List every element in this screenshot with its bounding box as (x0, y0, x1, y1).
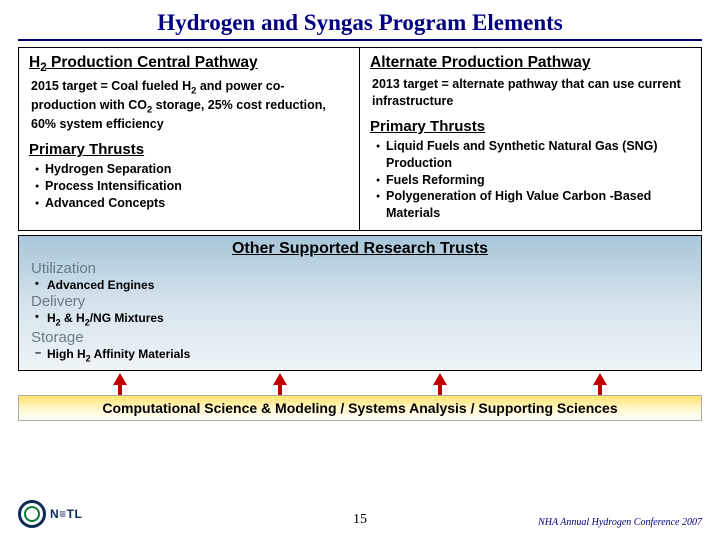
left-target: 2015 target = Coal fueled H2 and power c… (29, 78, 349, 133)
list-item: Fuels Reforming (376, 172, 691, 189)
title-underline (18, 39, 702, 41)
up-arrow-icon (433, 373, 447, 385)
list-item: Liquid Fuels and Synthetic Natural Gas (… (376, 138, 691, 172)
arrows-row (40, 371, 680, 395)
page-number: 15 (353, 512, 367, 528)
other-categories: UtilizationAdvanced EnginesDeliveryH2 & … (31, 260, 689, 363)
up-arrow-icon (593, 373, 607, 385)
list-item: Hydrogen Separation (35, 161, 349, 178)
right-column: Alternate Production Pathway 2013 target… (360, 48, 701, 230)
up-arrow-icon (273, 373, 287, 385)
category-heading: Storage (31, 329, 689, 346)
category-item: H2 & H2/NG Mixtures (31, 311, 689, 327)
computational-band: Computational Science & Modeling / Syste… (18, 395, 702, 421)
logo-text: N≡TL (50, 507, 82, 521)
list-item: Process Intensification (35, 178, 349, 195)
left-thrusts-heading: Primary Thrusts (29, 141, 349, 158)
footer-right: NHA Annual Hydrogen Conference 2007 (538, 517, 702, 528)
list-item: Advanced Concepts (35, 195, 349, 212)
up-arrow-icon (113, 373, 127, 385)
slide-title: Hydrogen and Syngas Program Elements (0, 0, 720, 39)
category-heading: Utilization (31, 260, 689, 277)
list-item: Polygeneration of High Value Carbon -Bas… (376, 188, 691, 222)
category-item: Advanced Engines (31, 278, 689, 292)
right-target: 2013 target = alternate pathway that can… (370, 76, 691, 110)
right-heading: Alternate Production Pathway (370, 54, 691, 72)
left-column: H2 Production Central Pathway 2015 targe… (19, 48, 360, 230)
footer: N≡TL 15 NHA Annual Hydrogen Conference 2… (0, 500, 720, 528)
category-item: High H2 Affinity Materials (31, 347, 689, 363)
logo-ring-icon (18, 500, 46, 528)
left-heading: H2 Production Central Pathway (29, 54, 349, 74)
other-block: Other Supported Research Trusts Utilizat… (18, 235, 702, 371)
category-heading: Delivery (31, 293, 689, 310)
other-title: Other Supported Research Trusts (31, 240, 689, 258)
netl-logo: N≡TL (18, 500, 82, 528)
two-column-box: H2 Production Central Pathway 2015 targe… (18, 47, 702, 231)
right-thrusts-list: Liquid Fuels and Synthetic Natural Gas (… (370, 138, 691, 222)
left-thrusts-list: Hydrogen SeparationProcess Intensificati… (29, 161, 349, 212)
right-thrusts-heading: Primary Thrusts (370, 118, 691, 135)
